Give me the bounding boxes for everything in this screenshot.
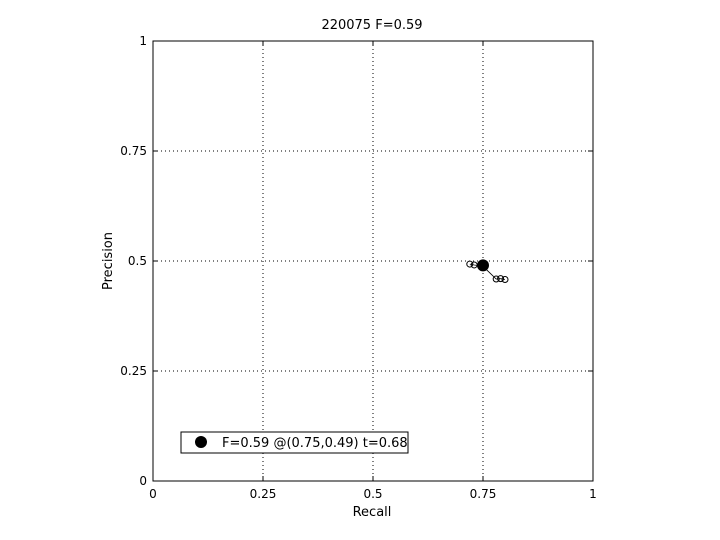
- legend-box: [180, 431, 409, 454]
- y-tick-label: 0.5: [128, 254, 147, 268]
- pr-curve-line: [469, 263, 506, 280]
- y-tick-label: 0.75: [120, 144, 147, 158]
- grid: [153, 41, 593, 481]
- pr-curve-point: [501, 275, 509, 283]
- x-tick-label: 0.75: [470, 487, 497, 501]
- pr-curve-point: [492, 275, 500, 283]
- x-tick-label: 0.25: [250, 487, 277, 501]
- x-axis-label: Recall: [353, 505, 392, 520]
- chart-title: 220075 F=0.59: [321, 18, 422, 33]
- x-tick-label: 0: [149, 487, 157, 501]
- best-f-point: [477, 259, 489, 272]
- legend-marker: [195, 436, 207, 448]
- series-pr-curve: [466, 259, 509, 283]
- y-tick-labels: 0 0.25 0.5 0.75 1: [120, 34, 147, 488]
- y-tick-label: 0.25: [120, 364, 147, 378]
- axis-ticks: [152, 40, 594, 482]
- pr-curve-point: [466, 260, 474, 268]
- x-tick-label: 0.5: [363, 487, 382, 501]
- legend: F=0.59 @(0.75,0.49) t=0.68: [180, 431, 409, 454]
- x-tick-labels: 0 0.25 0.5 0.75 1: [149, 487, 597, 501]
- legend-entry: F=0.59 @(0.75,0.49) t=0.68: [222, 436, 408, 451]
- y-axis-label: Precision: [101, 232, 116, 290]
- pr-curve-point: [497, 275, 505, 283]
- y-tick-label: 0: [139, 474, 147, 488]
- y-tick-label: 1: [139, 34, 147, 48]
- x-tick-label: 1: [589, 487, 597, 501]
